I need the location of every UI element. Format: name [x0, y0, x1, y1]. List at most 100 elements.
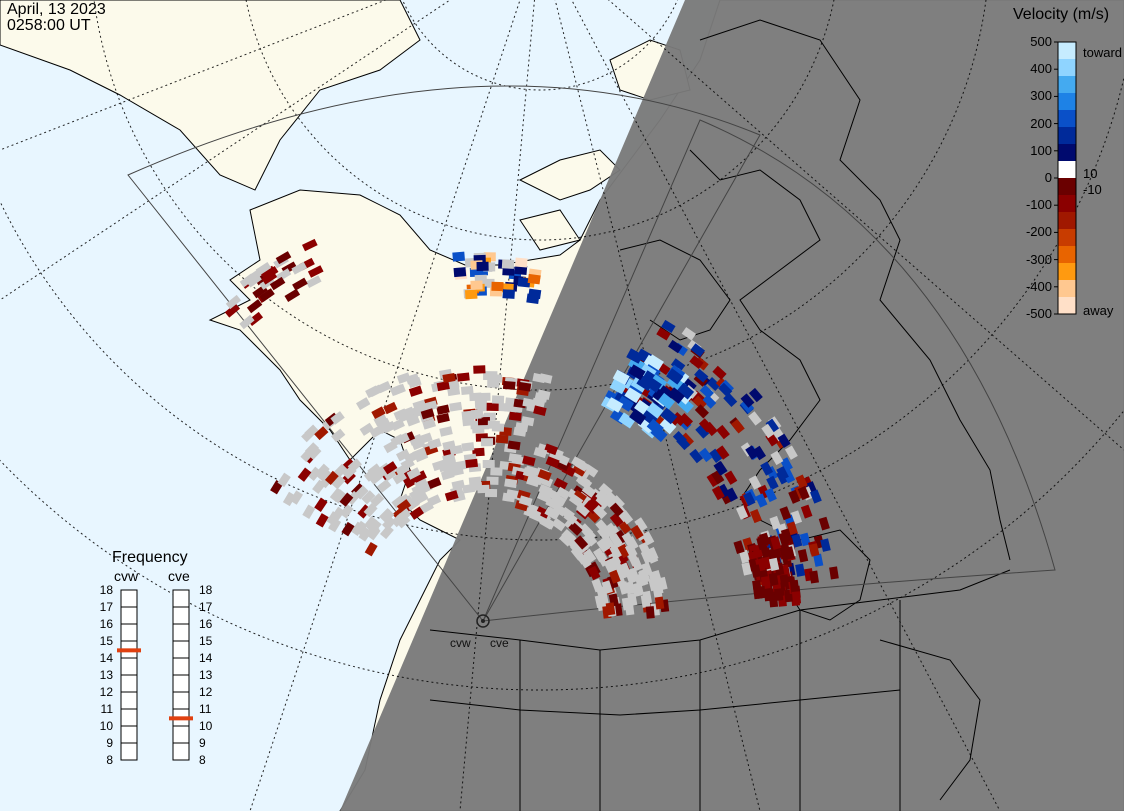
velocity-cell [774, 588, 784, 602]
velocity-cell [508, 411, 522, 422]
velocity-cell [324, 470, 339, 486]
frequency-scale-label: 10 [99, 719, 113, 733]
velocity-cell [799, 532, 811, 547]
velocity-cell [414, 450, 429, 463]
velocity-cell [784, 445, 798, 460]
velocity-cell [390, 418, 405, 431]
velocity-cell [654, 596, 665, 610]
velocity-cell [646, 418, 664, 436]
velocity-cell [603, 558, 616, 573]
velocity-cell [382, 461, 398, 475]
velocity-cell [408, 385, 423, 397]
velocity-cell [659, 417, 677, 435]
velocity-cell [502, 289, 515, 299]
velocity-cell [568, 521, 583, 536]
velocity-cell [760, 576, 771, 590]
velocity-cell [779, 506, 792, 521]
velocity-cell [307, 445, 322, 460]
velocity-cell [486, 402, 499, 412]
velocity-cell [628, 364, 646, 381]
velocity-cell [694, 404, 709, 419]
colorbar-tick-label: -300 [1025, 251, 1052, 267]
velocity-cell [724, 470, 738, 485]
velocity-cell [476, 261, 489, 271]
velocity-cell [551, 517, 566, 532]
velocity-cell [788, 489, 801, 504]
velocity-cell [605, 602, 616, 616]
velocity-cell [748, 475, 762, 490]
velocity-cell [661, 319, 676, 333]
velocity-cell [797, 486, 810, 501]
velocity-cell [609, 544, 623, 560]
velocity-cell [818, 516, 830, 531]
frequency-scale-label: 18 [99, 583, 113, 597]
colorbar-segment [1058, 195, 1076, 213]
velocity-cell [261, 271, 278, 285]
velocity-cell [370, 492, 385, 508]
velocity-cell [412, 399, 427, 411]
velocity-cell [600, 534, 615, 550]
velocity-cell [501, 259, 515, 269]
velocity-cell [397, 508, 412, 522]
velocity-cell [646, 402, 664, 419]
velocity-cell [246, 299, 263, 314]
velocity-cell [483, 372, 496, 380]
velocity-cell [595, 490, 610, 505]
velocity-cell [400, 406, 415, 419]
velocity-cell [791, 533, 803, 548]
velocity-cell [224, 303, 241, 318]
velocity-cell [426, 494, 442, 507]
velocity-colorbar [1054, 41, 1077, 315]
velocity-cell [731, 419, 745, 434]
velocity-cell [646, 549, 659, 564]
radar-site-marker [476, 614, 490, 628]
velocity-cell [302, 504, 316, 519]
velocity-cell [544, 506, 559, 520]
velocity-cell [766, 475, 779, 491]
velocity-cell [690, 343, 706, 357]
velocity-cell [694, 368, 709, 383]
velocity-cell [301, 428, 316, 443]
velocity-cell [495, 434, 509, 444]
velocity-cell [708, 448, 723, 464]
velocity-cell [761, 423, 775, 439]
velocity-cell [478, 392, 491, 401]
velocity-cell [225, 294, 242, 310]
colorbar-tick-label: -400 [1025, 278, 1052, 294]
velocity-cell [302, 238, 318, 252]
velocity-cell [420, 408, 435, 420]
velocity-cell [289, 490, 304, 505]
velocity-cell [596, 586, 608, 601]
frequency-scale-label: 9 [106, 736, 113, 750]
velocity-cell [638, 569, 650, 584]
velocity-cell [795, 474, 808, 489]
velocity-cell [392, 471, 407, 485]
colorbar-segment [1058, 93, 1076, 111]
frequency-scale-label: 14 [199, 651, 213, 665]
velocity-cell [522, 397, 536, 408]
velocity-cell [474, 399, 488, 408]
velocity-cell [533, 405, 547, 416]
velocity-cell [750, 564, 762, 578]
colorbar-segment [1058, 280, 1076, 298]
velocity-cell [446, 463, 461, 475]
velocity-cell [367, 519, 382, 534]
velocity-cell [414, 491, 429, 505]
velocity-cell [682, 378, 697, 392]
velocity-cell [718, 382, 733, 397]
velocity-cell [813, 553, 824, 567]
frequency-marker-cvw [117, 648, 141, 653]
velocity-cell [330, 411, 345, 425]
velocity-cell [461, 410, 475, 420]
velocity-cell [275, 251, 292, 265]
velocity-cell [380, 524, 394, 540]
colorbar-segment [1058, 144, 1076, 162]
velocity-cell [666, 368, 684, 385]
colorbar-segment [1058, 229, 1076, 247]
velocity-cell [555, 453, 570, 466]
velocity-cell [436, 381, 450, 392]
velocity-cell [502, 380, 516, 390]
velocity-cell [382, 516, 397, 531]
velocity-cell [596, 538, 610, 553]
velocity-cell [473, 365, 486, 374]
